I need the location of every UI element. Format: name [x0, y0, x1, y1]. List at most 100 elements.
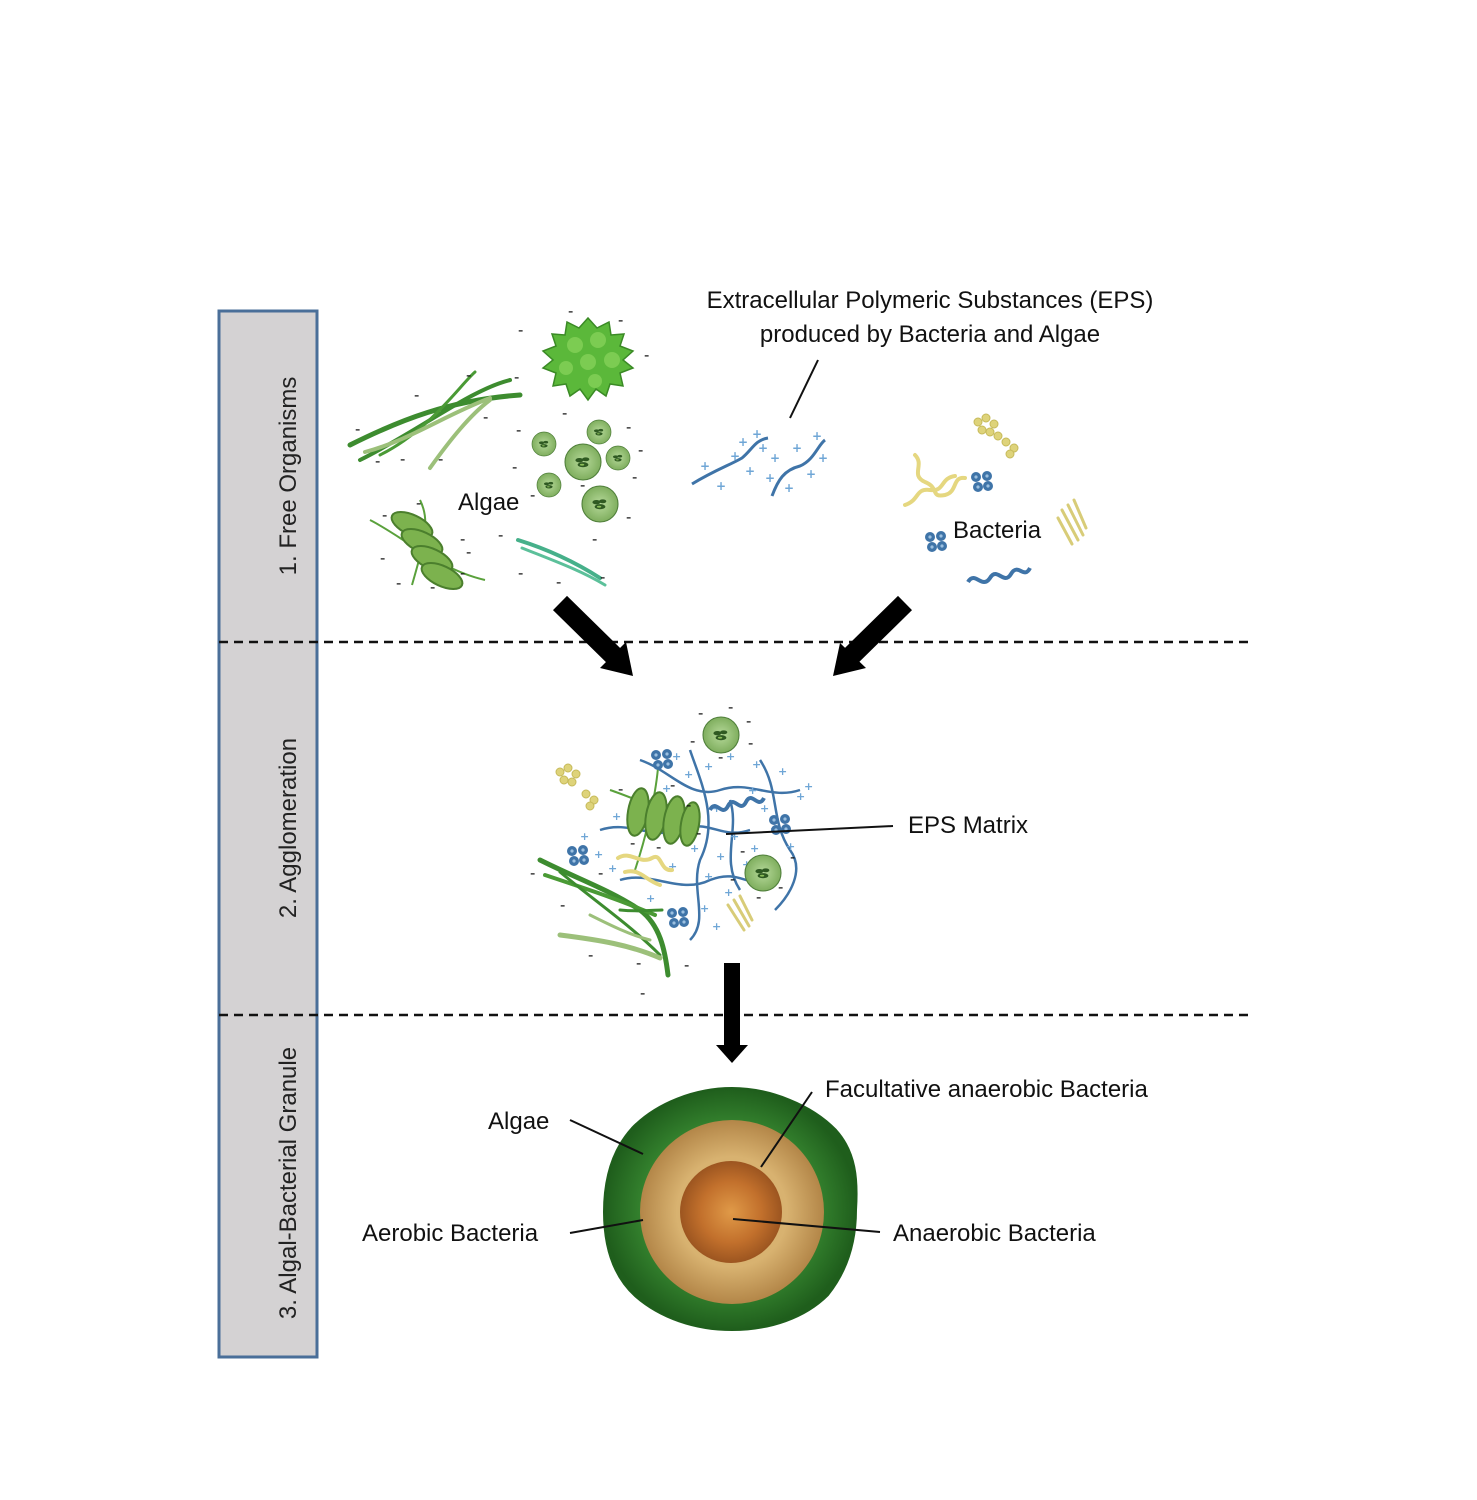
algae-group-free: -- -- -- -- -- -- -- -- -- -- -- -- -- -…	[347, 303, 649, 596]
agglomerate-green-cell-icon-2	[745, 855, 781, 891]
svg-text:-: -	[592, 531, 597, 548]
svg-text:-: -	[512, 459, 517, 476]
svg-text:+: +	[806, 467, 816, 481]
svg-text:+: +	[704, 870, 713, 883]
svg-text:-: -	[656, 839, 661, 856]
svg-text:+: +	[700, 902, 709, 915]
svg-text:-: -	[498, 527, 503, 544]
svg-text:-: -	[698, 705, 703, 722]
svg-text:+: +	[752, 758, 761, 771]
eps-matrix-leader	[725, 825, 894, 835]
svg-text:+: +	[804, 780, 813, 793]
svg-text:-: -	[644, 347, 649, 364]
svg-text:+: +	[738, 435, 748, 449]
svg-text:-: -	[560, 897, 565, 914]
agglomerate-filaments	[537, 857, 671, 978]
svg-text:+: +	[712, 920, 721, 933]
svg-text:+: +	[796, 790, 805, 803]
svg-text:-: -	[460, 565, 465, 582]
svg-text:-: -	[598, 865, 603, 882]
agglomerate-yellow-rods-icon	[726, 894, 754, 932]
svg-text:+: +	[672, 750, 681, 763]
svg-text:-: -	[728, 699, 733, 716]
svg-text:-: -	[684, 957, 689, 974]
svg-text:-: -	[460, 531, 465, 548]
svg-text:+: +	[724, 886, 733, 899]
svg-text:-: -	[530, 865, 535, 882]
svg-text:-: -	[380, 550, 385, 567]
bacteria-group-free: Bacteria	[903, 413, 1088, 584]
svg-text:+: +	[758, 441, 768, 455]
svg-text:-: -	[630, 835, 635, 852]
svg-text:+: +	[750, 842, 759, 855]
green-cell-colony-icon	[532, 420, 630, 522]
svg-text:+: +	[818, 451, 828, 465]
svg-text:-: -	[396, 575, 401, 592]
svg-text:+: +	[608, 862, 617, 875]
agglomerate-blue-cluster-icon	[651, 749, 673, 770]
eps-strands: +++ +++ +++ +++ ++	[691, 427, 828, 497]
svg-text:-: -	[718, 749, 723, 766]
agglomerate-green-cell-icon	[703, 717, 739, 753]
svg-text:-: -	[568, 303, 573, 320]
svg-text:-: -	[530, 487, 535, 504]
agglomerate-segmented-alga-icon	[609, 767, 701, 871]
svg-text:+: +	[594, 848, 603, 861]
svg-text:+: +	[662, 782, 671, 795]
svg-text:+: +	[752, 427, 762, 441]
svg-text:+: +	[730, 830, 739, 843]
svg-text:+: +	[786, 840, 795, 853]
svg-text:+: +	[770, 451, 780, 465]
svg-text:-: -	[696, 825, 701, 842]
svg-text:+: +	[668, 860, 677, 873]
yellow-spirillum-icon	[903, 453, 967, 507]
granule-facultative-label: Facultative anaerobic Bacteria	[825, 1076, 1148, 1103]
granule-facultative-leader	[760, 1091, 813, 1168]
svg-text:-: -	[686, 797, 691, 814]
eps-label-line1: Extracellular Polymeric Substances (EPS)	[707, 287, 1154, 314]
svg-text:-: -	[382, 507, 387, 524]
yellow-rod-bundle-icon	[1056, 498, 1088, 546]
blue-spirochete-icon	[966, 566, 1032, 584]
svg-text:-: -	[514, 369, 519, 386]
svg-text:+: +	[765, 471, 775, 485]
svg-text:-: -	[636, 955, 641, 972]
granule-anaerobic-label: Anaerobic Bacteria	[893, 1220, 1096, 1247]
agglomerate-negative-charges: -- -- -- -- -- -- -- -- -- -- -- --	[530, 699, 795, 1002]
blue-coccus-cluster-icon-2	[925, 531, 947, 552]
svg-text:+: +	[760, 802, 769, 815]
svg-text:+: +	[716, 479, 726, 493]
granule-algae-leader	[569, 1119, 644, 1155]
svg-text:-: -	[640, 985, 645, 1002]
bacteria-label: Bacteria	[953, 517, 1042, 544]
svg-text:+: +	[726, 750, 735, 763]
svg-text:-: -	[562, 405, 567, 422]
svg-text:-: -	[355, 421, 360, 438]
svg-text:+: +	[716, 850, 725, 863]
arrow-bacteria-to-agglomeration	[833, 595, 913, 676]
svg-text:+: +	[792, 441, 802, 455]
arrow-agglomeration-to-granule	[716, 963, 748, 1063]
blue-coccus-cluster-icon	[971, 471, 993, 492]
svg-text:+: +	[784, 481, 794, 495]
svg-text:+: +	[612, 810, 621, 823]
eps-matrix-label: EPS Matrix	[908, 812, 1028, 839]
granule	[602, 1086, 858, 1332]
svg-text:-: -	[730, 871, 735, 888]
svg-text:+: +	[646, 892, 655, 905]
stage-panel: 1. Free Organisms 2. Agglomeration 3. Al…	[217, 309, 319, 1359]
svg-text:-: -	[690, 733, 695, 750]
svg-text:-: -	[778, 879, 783, 896]
eps-label-leader	[789, 359, 819, 419]
svg-text:-: -	[748, 735, 753, 752]
svg-text:+: +	[730, 449, 740, 463]
svg-text:-: -	[466, 367, 471, 384]
svg-text:-: -	[518, 565, 523, 582]
svg-text:-: -	[632, 469, 637, 486]
stage-label-agglomeration: 2. Agglomeration	[275, 738, 302, 918]
agglomerate-yellow-spirillum-icon	[616, 853, 674, 887]
svg-text:-: -	[740, 843, 745, 860]
granule-aerobic-label: Aerobic Bacteria	[362, 1220, 539, 1247]
svg-text:-: -	[483, 409, 488, 426]
